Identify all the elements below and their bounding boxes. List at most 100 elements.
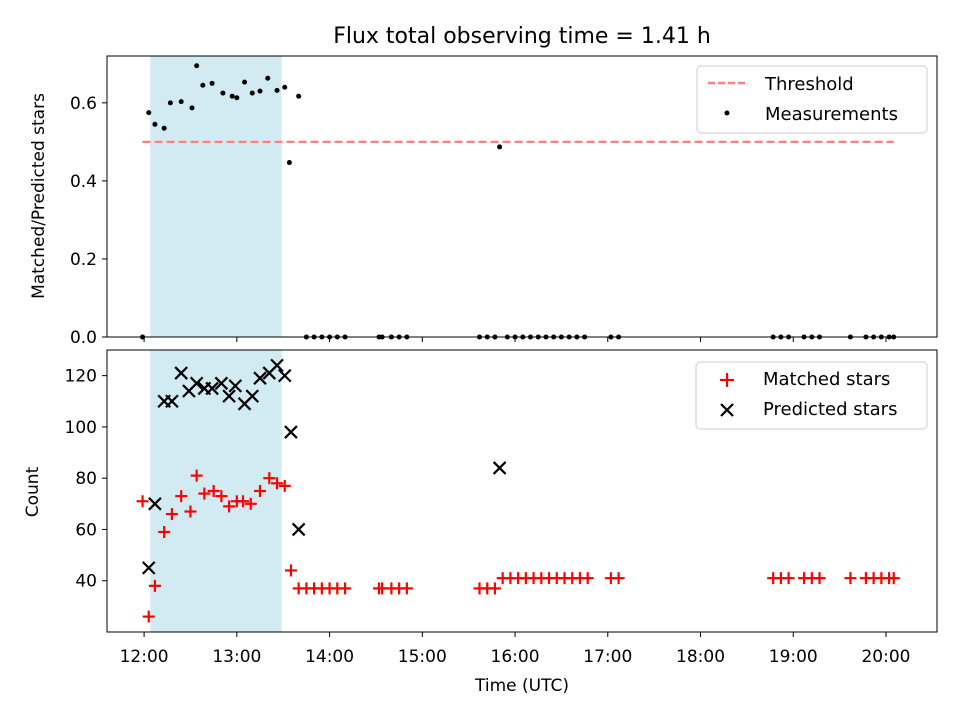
predicted-star-marker [291,522,306,537]
x-tick-label-16-00: 16:00 [491,647,540,667]
predicted-star-marker [228,379,243,393]
measurement-point [209,80,215,86]
matched-star-marker [271,477,284,490]
matched-star-marker [223,500,236,513]
x-tick-label-19-00: 19:00 [769,647,818,667]
matched-star-marker [488,582,501,595]
measurement-point [249,90,255,96]
matched-star-marker [813,572,826,585]
matched-star-marker [284,564,297,577]
bottom-y-axis-label: Count [23,466,43,517]
predicted-star-marker [141,561,156,575]
predicted-star-marker [492,461,507,475]
matched-star-marker [215,490,228,503]
predicted-star-marker [284,425,298,439]
predicted-star-marker [253,371,267,385]
measurement-point [220,90,226,96]
matched-star-marker [278,479,291,492]
legend-matched-swatch [720,373,734,387]
matched-star-marker [887,572,900,585]
x-tick-label-17-00: 17:00 [583,647,632,667]
measurement-point [296,93,302,99]
bottom-y-tick-label-100: 100 [65,418,97,438]
matched-star-marker [165,508,178,521]
matched-star-marker [844,572,857,585]
measurement-point [229,93,235,99]
matched-star-marker [184,505,197,518]
x-axis-label: Time (UTC) [474,676,569,696]
top-y-tick-label-0-6: 0.6 [70,94,97,114]
measurement-point [242,79,248,85]
measurement-point [286,160,292,166]
predicted-star-marker [214,376,229,391]
bottom-y-tick-label-40: 40 [75,572,97,592]
matched-star-marker [207,485,220,497]
matched-star-marker [190,469,203,482]
top-y-axis: 0.0 0.2 0.4 0.6 [70,94,107,348]
predicted-star-marker [165,394,179,409]
legend-threshold-label: Threshold [764,74,854,95]
x-tick-label-13-00: 13:00 [212,647,261,667]
matched-star-marker [142,610,155,623]
top-legend: Threshold Measurements [696,65,928,134]
bottom-y-tick-label-80: 80 [75,469,97,489]
legend-measurements-label: Measurements [765,104,898,125]
matched-star-marker [339,582,352,595]
measurement-point [178,99,184,105]
measurements-series [140,63,897,340]
predicted-star-marker [189,376,204,391]
matched-star-marker [158,526,171,539]
x-tick-label-14-00: 14:00 [305,647,354,667]
bottom-y-tick-label-60: 60 [75,520,97,540]
bottom-y-tick-label-120: 120 [65,367,97,387]
bottom-legend: Matched stars Predicted stars [695,361,928,430]
matched-star-marker [581,572,594,585]
matched-star-marker [175,490,188,503]
measurement-point [146,110,152,116]
measurement-point [282,84,288,90]
measurement-point [167,100,173,106]
measurement-point [497,144,503,150]
top-y-tick-label-0-2: 0.2 [70,250,97,270]
matched-star-marker [400,582,413,595]
bottom-plot-frame [106,349,938,633]
bottom-panel: 40 60 80 100 120 12:00 13:00 14:00 15:00 16:00 17… [23,349,938,696]
x-tick-label-20-00: 20:00 [861,647,910,667]
matched-star-marker [263,472,276,485]
top-plot-frame [106,55,938,338]
measurement-point [152,121,158,127]
matched-star-marker [244,497,257,510]
bottom-y-axis: 40 60 80 100 120 [65,367,107,592]
bottom-x-axis: 12:00 13:00 14:00 15:00 16:00 17:00 18:00 19:00… [120,632,910,667]
legend-measurements-swatch [724,110,730,116]
measurement-point [274,87,280,93]
measurement-point [161,125,167,131]
predicted-star-marker [148,497,162,511]
predicted-stars-series [141,358,507,575]
legend-predicted-label: Predicted stars [763,399,897,420]
matched-star-marker [782,572,795,585]
matched-star-marker [237,495,250,508]
measurement-point [194,63,200,69]
measurement-point [189,105,195,111]
predicted-star-marker [174,366,188,380]
predicted-star-marker [245,389,260,403]
x-tick-label-12-00: 12:00 [120,647,169,667]
measurement-point [265,75,271,81]
chart-title: Flux total observing time = 1.41 h [333,24,711,49]
matched-star-marker [198,487,211,500]
matched-star-marker [148,579,161,592]
legend-predicted-swatch [720,403,734,417]
predicted-star-marker [222,389,236,403]
legend-matched-label: Matched stars [763,369,890,390]
x-tick-label-15-00: 15:00 [398,647,447,667]
top-y-axis-label: Matched/Predicted stars [29,93,49,299]
matched-star-marker [612,572,625,585]
x-tick-label-18-00: 18:00 [676,647,725,667]
measurement-point [234,95,240,101]
measurement-point [257,88,263,94]
predicted-star-marker [277,368,292,383]
bottom-legend-box [695,361,928,430]
matched-stars-series [136,469,900,623]
